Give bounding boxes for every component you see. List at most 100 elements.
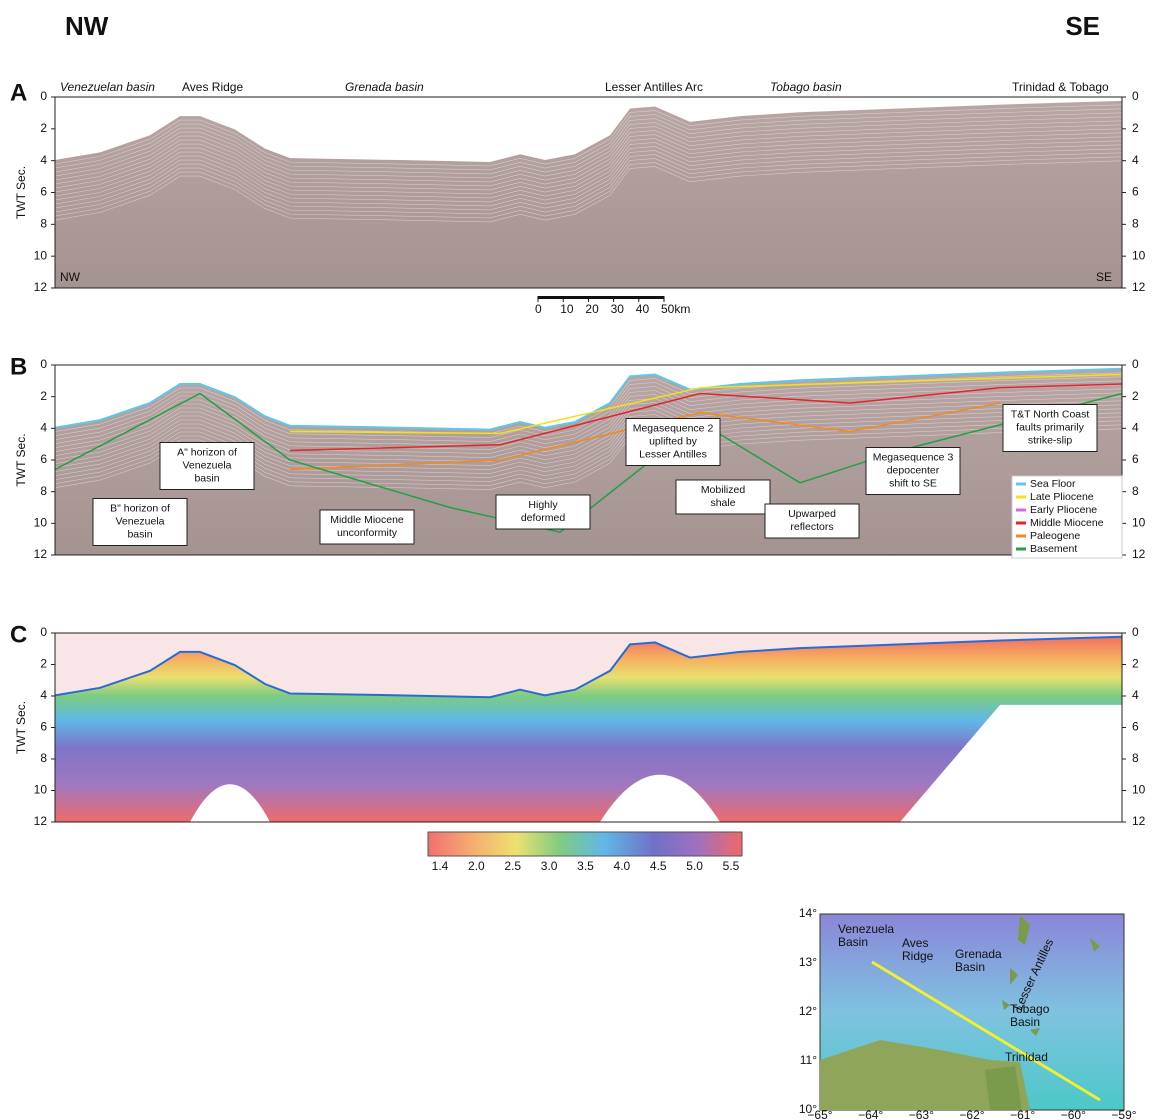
map-label: Trinidad: [1005, 1050, 1048, 1064]
callout-text: basin: [127, 528, 152, 540]
lon-label: −59°: [1111, 1108, 1136, 1120]
map-label: Basin: [955, 960, 985, 974]
y-tick-label: 4: [40, 688, 47, 702]
y-tick-label: 10: [34, 516, 48, 530]
y-tick-label: 6: [1132, 185, 1139, 199]
y-tick-label: 12: [34, 280, 48, 294]
colorbar-label: 2.5: [504, 859, 521, 873]
callout-text: B" horizon of: [110, 502, 170, 514]
callout-text: Upwarped: [788, 508, 836, 520]
place-label: Venezuelan basin: [60, 80, 155, 94]
y-tick-label: 12: [34, 547, 48, 561]
y-tick-label: 4: [1132, 688, 1139, 702]
map-label: Venezuela: [838, 922, 894, 936]
callout-text: Venezuela: [115, 515, 164, 527]
y-tick-label: 6: [1132, 452, 1139, 466]
colorbar: [428, 832, 742, 856]
callout-text: strike-slip: [1028, 434, 1072, 446]
lon-label: −61°: [1010, 1108, 1035, 1120]
y-tick-label: 6: [40, 720, 47, 734]
callout-text: shale: [710, 497, 735, 509]
place-label: Trinidad & Tobago: [1012, 80, 1109, 94]
colorbar-label: 3.5: [577, 859, 594, 873]
map-label: Tobago: [1010, 1002, 1050, 1016]
scale-label: 50km: [661, 302, 690, 316]
lat-label: 11°: [800, 1053, 817, 1067]
callout-text: basin: [194, 472, 219, 484]
lat-label: 13°: [799, 955, 817, 969]
callout-text: shift to SE: [889, 477, 937, 489]
legend-label: Middle Miocene: [1030, 517, 1104, 529]
y-tick-label: 0: [1132, 89, 1139, 103]
panel-label: B: [10, 353, 27, 380]
lat-label: 12°: [799, 1004, 817, 1018]
y-tick-label: 12: [34, 814, 48, 828]
y-tick-label: 0: [40, 89, 47, 103]
y-tick-label: 2: [1132, 389, 1139, 403]
y-tick-label: 2: [1132, 657, 1139, 671]
location-map: VenezuelaBasinAvesRidgeGrenadaBasinLesse…: [799, 906, 1137, 1120]
y-tick-label: 2: [40, 389, 47, 403]
scale-label: 10: [560, 302, 574, 316]
y-tick-label: 10: [34, 248, 48, 262]
lat-label: 14°: [799, 906, 817, 920]
y-tick-label: 8: [1132, 484, 1139, 498]
map-label: Grenada: [955, 947, 1002, 961]
colorbar-label: 3.0: [541, 859, 558, 873]
y-tick-label: 0: [40, 357, 47, 371]
y-tick-label: 0: [40, 625, 47, 639]
callout-text: depocenter: [887, 464, 940, 476]
callout-text: faults primarily: [1016, 421, 1084, 433]
y-tick-label: 0: [1132, 625, 1139, 639]
place-label: Aves Ridge: [182, 80, 243, 94]
place-label: Grenada basin: [345, 80, 424, 94]
y-axis-label: TWT Sec.: [14, 166, 28, 219]
y-tick-label: 12: [1132, 814, 1146, 828]
place-label: Tobago basin: [770, 80, 842, 94]
y-tick-label: 2: [1132, 121, 1139, 135]
lon-label: −65°: [807, 1108, 832, 1120]
callout-text: Lesser Antilles: [639, 448, 707, 460]
callout-text: reflectors: [790, 521, 833, 533]
lon-label: −63°: [909, 1108, 934, 1120]
colorbar-label: 2.0: [468, 859, 485, 873]
y-tick-label: 8: [1132, 217, 1139, 231]
map-label: Ridge: [902, 949, 934, 963]
legend-label: Paleogene: [1030, 530, 1080, 542]
map-label: Aves: [902, 936, 928, 950]
y-tick-label: 4: [40, 153, 47, 167]
callout-text: Middle Miocene: [330, 514, 404, 526]
y-tick-label: 12: [1132, 280, 1146, 294]
lon-label: −60°: [1061, 1108, 1086, 1120]
colorbar-label: 5.5: [723, 859, 740, 873]
scale-label: 20: [585, 302, 599, 316]
colorbar-label: 1.4: [432, 859, 449, 873]
lon-label: −62°: [959, 1108, 984, 1120]
legend-label: Early Pliocene: [1030, 504, 1097, 516]
colorbar-label: 4.5: [650, 859, 667, 873]
y-axis-label: TWT Sec.: [14, 433, 28, 486]
lon-label: −64°: [858, 1108, 883, 1120]
y-axis-label: TWT Sec.: [14, 701, 28, 754]
scale-bar: [538, 296, 664, 299]
scale-label: 30: [611, 302, 625, 316]
scale-label: 40: [636, 302, 650, 316]
y-tick-label: 2: [40, 121, 47, 135]
y-tick-label: 4: [1132, 153, 1139, 167]
callout-text: Mobilized: [701, 484, 746, 496]
header-left: NW: [65, 11, 109, 41]
callout-text: T&T North Coast: [1011, 408, 1090, 420]
panel-label: C: [10, 621, 27, 648]
y-tick-label: 2: [40, 657, 47, 671]
y-tick-label: 10: [1132, 783, 1146, 797]
legend-label: Basement: [1030, 543, 1077, 555]
y-tick-label: 8: [40, 484, 47, 498]
callout-text: Megasequence 3: [873, 451, 954, 463]
callout-text: Highly: [528, 499, 558, 511]
y-tick-label: 6: [1132, 720, 1139, 734]
y-tick-label: 6: [40, 452, 47, 466]
legend-label: Late Pliocene: [1030, 491, 1094, 503]
scale-label: 0: [535, 302, 542, 316]
y-tick-label: 10: [34, 783, 48, 797]
figure: NW SE A B C VenezuelaBasinAvesRidgeGrena…: [0, 0, 1157, 1120]
